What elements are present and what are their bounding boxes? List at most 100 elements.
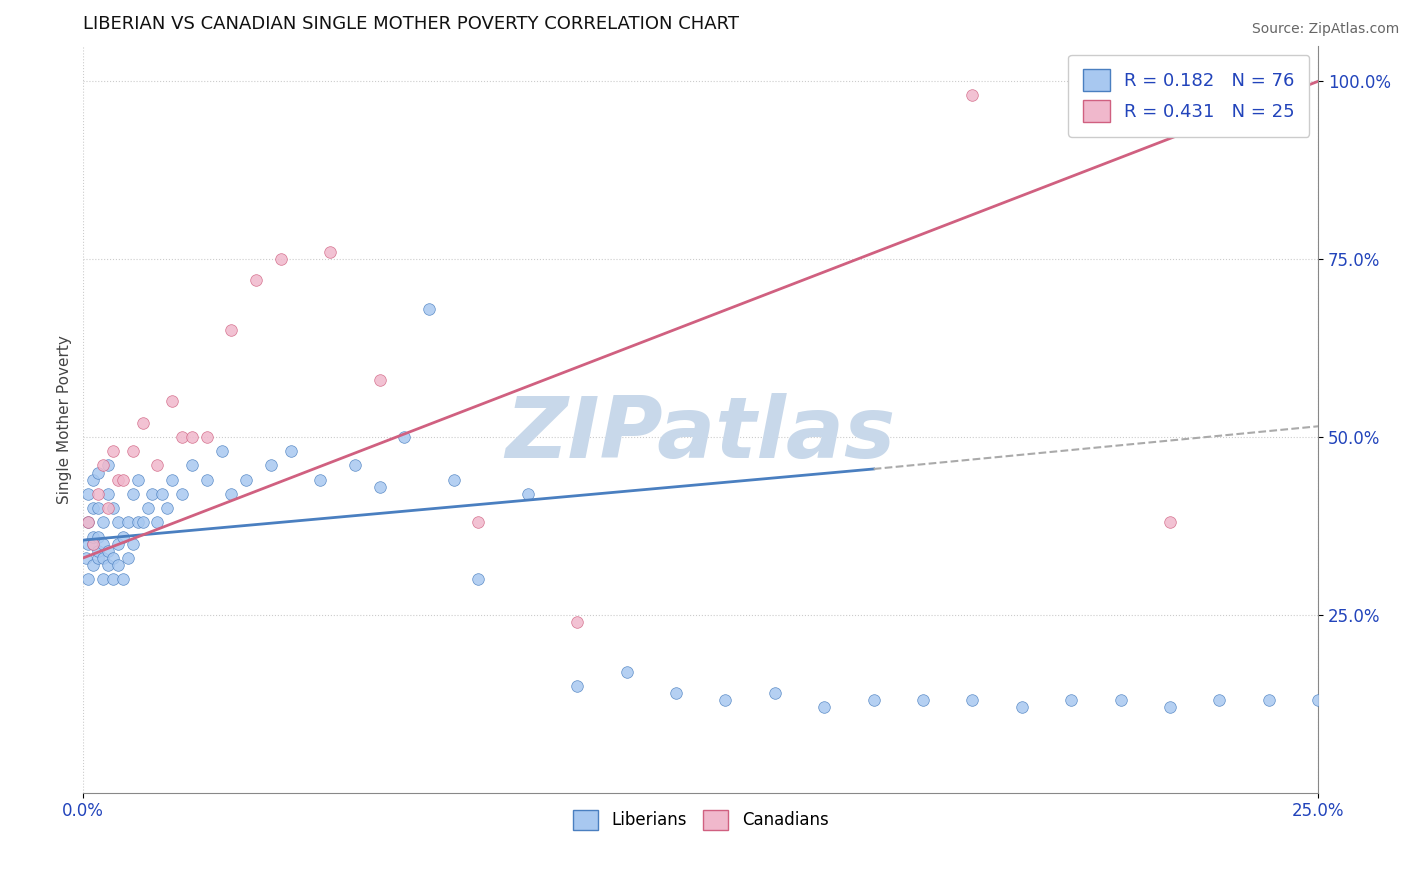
Point: [172, 430, 194, 444]
Point: [146, 458, 169, 473]
Point: [87, 530, 110, 544]
Point: [141, 487, 163, 501]
Point: [97, 487, 120, 501]
Point: [467, 516, 489, 530]
Point: [235, 473, 257, 487]
Point: [245, 273, 267, 287]
Point: [962, 88, 984, 103]
Point: [87, 487, 110, 501]
Point: [567, 679, 589, 693]
Point: [1060, 693, 1083, 707]
Point: [280, 444, 302, 458]
Point: [567, 615, 589, 629]
Point: [962, 693, 984, 707]
Point: [77, 572, 100, 586]
Point: [467, 572, 489, 586]
Point: [131, 416, 153, 430]
Point: [394, 430, 416, 444]
Point: [87, 501, 110, 516]
Point: [156, 501, 179, 516]
Point: [97, 558, 120, 572]
Point: [195, 473, 218, 487]
Point: [91, 536, 114, 550]
Point: [319, 244, 342, 259]
Point: [912, 693, 935, 707]
Point: [127, 516, 149, 530]
Point: [101, 501, 124, 516]
Point: [270, 252, 292, 266]
Point: [368, 373, 391, 387]
Point: [127, 473, 149, 487]
Point: [146, 516, 169, 530]
Point: [1109, 693, 1132, 707]
Point: [160, 473, 183, 487]
Point: [160, 394, 183, 409]
Point: [97, 501, 120, 516]
Point: [97, 543, 120, 558]
Point: [107, 473, 129, 487]
Point: [714, 693, 737, 707]
Point: [82, 501, 104, 516]
Point: [107, 516, 129, 530]
Point: [91, 572, 114, 586]
Point: [368, 480, 391, 494]
Point: [665, 686, 688, 700]
Point: [82, 536, 104, 550]
Point: [260, 458, 283, 473]
Point: [1208, 693, 1230, 707]
Point: [121, 536, 143, 550]
Point: [131, 516, 153, 530]
Point: [87, 550, 110, 565]
Point: [107, 536, 129, 550]
Point: [343, 458, 366, 473]
Point: [87, 543, 110, 558]
Point: [443, 473, 465, 487]
Point: [1159, 516, 1181, 530]
Text: ZIPatlas: ZIPatlas: [506, 392, 896, 475]
Point: [616, 665, 638, 679]
Point: [91, 550, 114, 565]
Point: [221, 487, 243, 501]
Point: [813, 700, 835, 714]
Point: [418, 301, 440, 316]
Point: [121, 444, 143, 458]
Point: [91, 458, 114, 473]
Point: [82, 530, 104, 544]
Point: [117, 516, 139, 530]
Point: [75, 550, 97, 565]
Point: [82, 536, 104, 550]
Point: [221, 323, 243, 337]
Point: [77, 487, 100, 501]
Point: [82, 558, 104, 572]
Text: LIBERIAN VS CANADIAN SINGLE MOTHER POVERTY CORRELATION CHART: LIBERIAN VS CANADIAN SINGLE MOTHER POVER…: [83, 15, 740, 33]
Point: [181, 430, 204, 444]
Point: [117, 550, 139, 565]
Point: [77, 516, 100, 530]
Point: [91, 516, 114, 530]
Point: [97, 458, 120, 473]
Point: [101, 550, 124, 565]
Point: [150, 487, 173, 501]
Point: [77, 536, 100, 550]
Point: [763, 686, 786, 700]
Point: [181, 458, 204, 473]
Point: [107, 558, 129, 572]
Point: [1257, 693, 1279, 707]
Point: [1308, 693, 1330, 707]
Point: [111, 473, 134, 487]
Point: [101, 444, 124, 458]
Point: [111, 572, 134, 586]
Point: [309, 473, 332, 487]
Point: [77, 516, 100, 530]
Point: [1011, 700, 1033, 714]
Point: [172, 487, 194, 501]
Legend: Liberians, Canadians: Liberians, Canadians: [567, 803, 835, 837]
Point: [516, 487, 538, 501]
Point: [136, 501, 159, 516]
Y-axis label: Single Mother Poverty: Single Mother Poverty: [58, 334, 72, 504]
Point: [1208, 88, 1230, 103]
Point: [87, 466, 110, 480]
Point: [862, 693, 884, 707]
Point: [1159, 700, 1181, 714]
Point: [195, 430, 218, 444]
